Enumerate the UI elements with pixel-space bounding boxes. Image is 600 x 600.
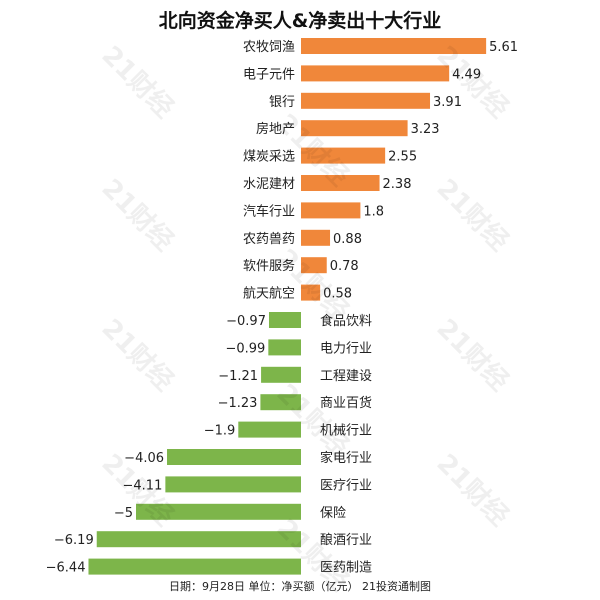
category-label: 农牧饲渔 [243,40,295,55]
category-label: 房地产 [256,121,295,137]
category-label: 医疗行业 [320,478,372,493]
value-label: −0.99 [225,341,265,356]
category-label: 家电行业 [320,450,372,466]
value-label: 0.78 [330,259,359,274]
value-label: 1.8 [363,204,384,219]
bar-negative [261,366,301,383]
value-label: 3.23 [411,122,440,137]
bar-positive [301,229,331,246]
bar-negative [260,394,301,411]
value-label: −4.06 [124,451,164,466]
bar-negative [238,421,301,438]
bar-positive [301,120,408,137]
category-label: 水泥建材 [243,177,295,192]
bar-positive [301,147,386,164]
bar-positive [301,65,450,82]
value-label: −4.11 [123,478,163,493]
bar-negative [268,339,301,356]
chart-title: 北向资金净买人&净卖出十大行业 [158,10,442,32]
value-label: 0.88 [333,232,362,247]
bar-positive [301,38,487,54]
bar-negative [268,312,301,328]
bar-negative [165,476,301,493]
category-label: 医药制造 [320,561,372,576]
category-label: 农药兽药 [243,232,295,247]
category-label: 航天航空 [243,286,295,302]
category-label: 银行 [269,95,295,110]
bar-positive [301,257,327,274]
category-label: 电子元件 [243,67,295,82]
value-label: −1.23 [218,396,258,411]
category-label: 酿酒行业 [320,532,372,548]
bar-negative [88,558,301,575]
value-label: 4.49 [452,67,481,82]
value-label: 3.91 [433,95,462,110]
category-label: 软件服务 [243,258,295,274]
value-label: −6.19 [54,533,94,548]
bar-negative [167,449,301,465]
category-label: 食品饮料 [320,313,372,329]
value-label: −0.97 [226,314,266,329]
value-label: −1.21 [218,369,258,384]
category-label: 保险 [320,506,346,521]
footer-note: 日期：9月28日 单位：净买额（亿元） 21投资通制图 [169,580,431,593]
value-label: 2.38 [383,177,412,192]
bar-positive [301,175,380,191]
bar-positive [301,92,431,109]
category-label: 汽车行业 [243,203,295,219]
category-label: 煤炭采选 [243,150,295,165]
value-label: −5 [114,506,133,521]
bar-negative [136,503,301,520]
value-label: 2.55 [388,150,417,165]
value-label: −1.9 [204,424,236,439]
value-label: −6.44 [46,561,86,576]
bar-positive [301,202,361,219]
category-label: 工程建设 [320,369,372,384]
value-label: 0.58 [323,287,352,302]
category-label: 机械行业 [320,424,372,439]
value-label: 5.61 [489,40,518,55]
category-label: 商业百货 [320,395,372,411]
category-label: 电力行业 [320,341,372,356]
bar-negative [96,531,301,548]
bar-positive [301,284,321,301]
